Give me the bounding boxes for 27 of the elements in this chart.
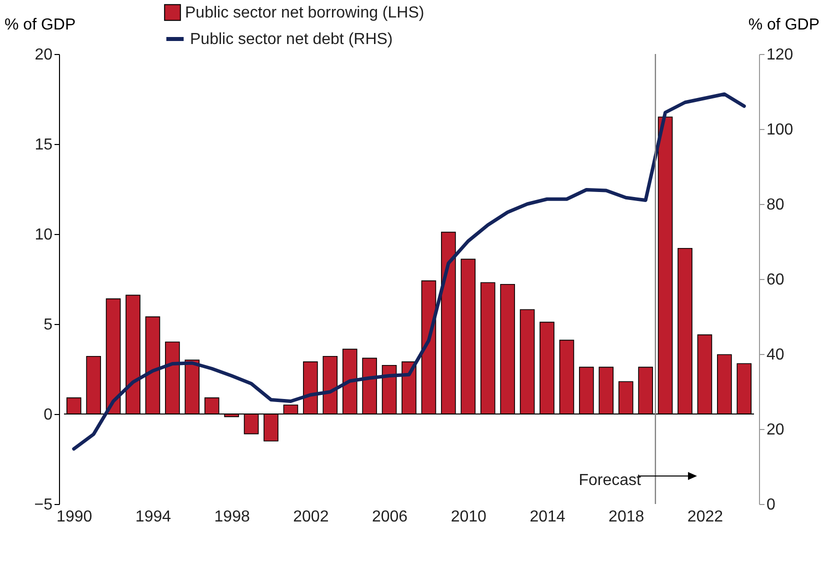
x-tick-label: 2006 xyxy=(372,508,408,526)
y2-axis-title: % of GDP xyxy=(748,16,820,34)
x-tick-label: 2022 xyxy=(687,508,724,526)
x-tick-label: 2010 xyxy=(450,508,487,526)
y2-tick-label: 40 xyxy=(766,346,784,364)
x-tick-label: 2002 xyxy=(293,508,329,526)
y-tick-label: 0 xyxy=(44,406,53,424)
legend-label: Public sector net borrowing (LHS) xyxy=(185,4,424,22)
y-tick-label: 5 xyxy=(44,316,53,334)
annotation: Forecast xyxy=(578,472,642,489)
y2-tick-label: 0 xyxy=(766,496,776,514)
y-tick-label: 15 xyxy=(34,136,53,154)
y2-tick-label: 20 xyxy=(766,422,784,438)
x-tick-label: 1994 xyxy=(135,508,172,526)
y-axis-title: % of GDP xyxy=(4,16,76,34)
x-tick-label: 1998 xyxy=(214,508,250,526)
x-tick-label: 2014 xyxy=(530,508,566,526)
y-tick-label: 20 xyxy=(34,46,53,64)
y2-tick-label: 100 xyxy=(766,122,794,138)
y-tick-label: 10 xyxy=(34,226,53,244)
x-tick-label: 1990 xyxy=(56,508,92,526)
legend-label: Public sector net debt (RHS) xyxy=(190,31,393,48)
y-tick-label: −5 xyxy=(34,496,53,514)
y2-tick-label: 80 xyxy=(766,196,784,214)
x-tick-label: 2018 xyxy=(608,508,644,526)
y2-tick-label: 60 xyxy=(766,272,784,288)
y2-tick-label: 120 xyxy=(766,46,794,64)
